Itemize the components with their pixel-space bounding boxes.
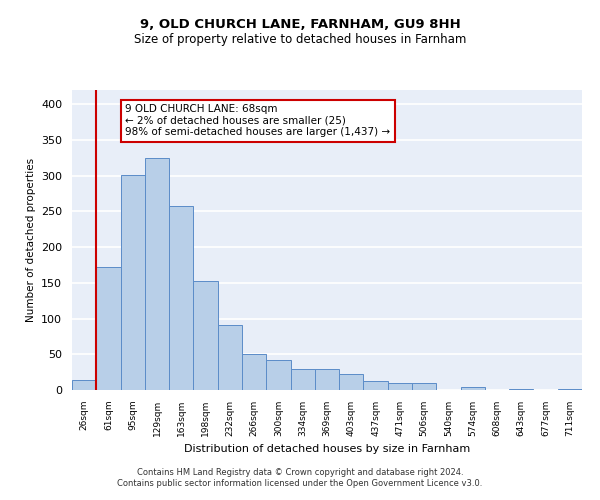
Bar: [193, 282, 218, 390]
Bar: [169, 206, 193, 390]
Y-axis label: Number of detached properties: Number of detached properties: [26, 158, 35, 322]
Bar: [242, 354, 266, 390]
Bar: [461, 387, 485, 390]
Bar: [558, 388, 582, 390]
Bar: [218, 325, 242, 390]
Bar: [412, 383, 436, 390]
Text: 9 OLD CHURCH LANE: 68sqm
← 2% of detached houses are smaller (25)
98% of semi-de: 9 OLD CHURCH LANE: 68sqm ← 2% of detache…: [125, 104, 391, 138]
Bar: [339, 374, 364, 390]
Bar: [96, 267, 121, 390]
Bar: [121, 175, 145, 390]
Text: Contains HM Land Registry data © Crown copyright and database right 2024.
Contai: Contains HM Land Registry data © Crown c…: [118, 468, 482, 487]
Bar: [388, 383, 412, 390]
Bar: [145, 158, 169, 390]
Bar: [290, 370, 315, 390]
Text: 9, OLD CHURCH LANE, FARNHAM, GU9 8HH: 9, OLD CHURCH LANE, FARNHAM, GU9 8HH: [140, 18, 460, 30]
X-axis label: Distribution of detached houses by size in Farnham: Distribution of detached houses by size …: [184, 444, 470, 454]
Bar: [315, 370, 339, 390]
Text: Size of property relative to detached houses in Farnham: Size of property relative to detached ho…: [134, 32, 466, 46]
Bar: [364, 382, 388, 390]
Bar: [266, 360, 290, 390]
Bar: [72, 380, 96, 390]
